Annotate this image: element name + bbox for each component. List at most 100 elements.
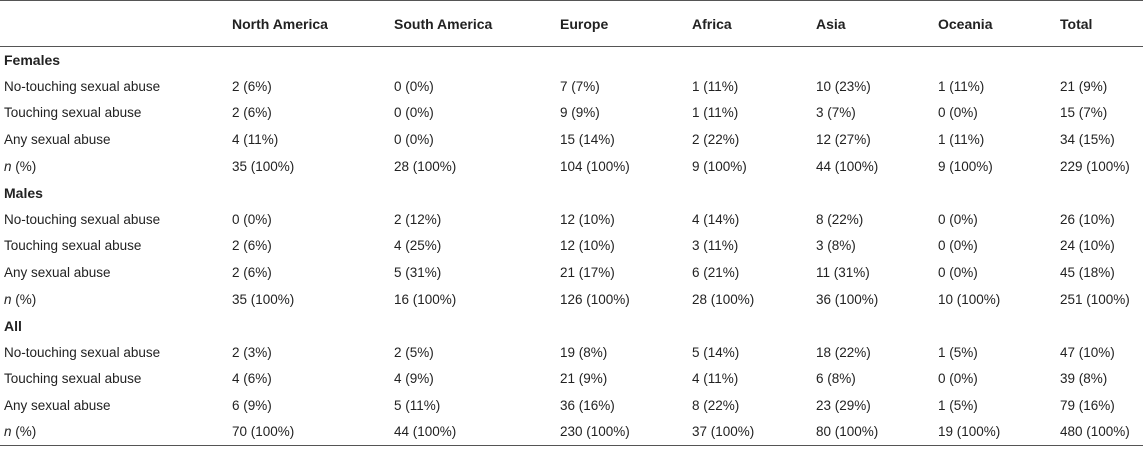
table-row: No-touching sexual abuse 2 (6%) 0 (0%) 7 (7… — [0, 73, 1143, 100]
table-row: Touching sexual abuse 2 (6%) 4 (25%) 12 (10… — [0, 233, 1143, 260]
table-cell: 12 (10%) — [560, 211, 615, 227]
table-cell: 0 (0%) — [394, 78, 434, 94]
header-total: Total — [1060, 0, 1143, 47]
table-header: North America South America Europe Afric… — [0, 0, 1143, 47]
table-cell: 11 (31%) — [816, 265, 870, 281]
table-cell: 10 (100%) — [938, 291, 1001, 307]
n-label: n — [4, 291, 12, 307]
table-cell: 2 (5%) — [394, 344, 434, 360]
row-label: Touching sexual abuse — [0, 233, 232, 260]
table-cell: 10 (23%) — [816, 78, 871, 94]
table-cell: 4 (6%) — [232, 371, 272, 387]
header-cell-blank — [0, 0, 232, 47]
table-cell: 34 (15%) — [1060, 132, 1115, 148]
table-cell: 4 (11%) — [692, 371, 739, 387]
group-row: Males — [0, 179, 1143, 206]
table-cell: 44 (100%) — [394, 418, 560, 446]
table-cell: 5 (31%) — [394, 265, 442, 281]
table-cell: 8 (22%) — [692, 398, 740, 414]
table-row: n (%) 70 (100%) 44 (100%) 230 (100%) 37 (100… — [0, 418, 1143, 446]
table-cell: 0 (0%) — [938, 238, 978, 254]
row-label: Any sexual abuse — [0, 259, 232, 286]
table-cell: 4 (25%) — [394, 238, 442, 254]
table-cell: 2 (3%) — [232, 344, 272, 360]
table-cell: 0 (0%) — [232, 211, 272, 227]
table-cell: 44 (100%) — [816, 158, 879, 174]
table-cell: 16 (100%) — [394, 291, 457, 307]
row-label: n (%) — [0, 153, 232, 180]
table-cell: 28 (100%) — [692, 291, 755, 307]
table-row: n (%) 35 (100%) 28 (100%) 104 (100%) 9 (100%… — [0, 153, 1143, 180]
table-cell: 0 (0%) — [938, 265, 978, 281]
row-label-text: (%) — [11, 158, 37, 174]
table-cell: 45 (18%) — [1060, 265, 1115, 281]
table-cell: 19 (100%) — [938, 418, 1060, 446]
table-cell: 0 (0%) — [938, 211, 978, 227]
row-label: Any sexual abuse — [0, 126, 232, 153]
table-cell: 24 (10%) — [1060, 238, 1115, 254]
row-label-text: No-touching sexual abuse — [4, 344, 161, 360]
table-row: Touching sexual abuse 4 (6%) 4 (9%) 21 (9%)… — [0, 366, 1143, 393]
table-cell: 0 (0%) — [394, 105, 434, 121]
table-row: Any sexual abuse 2 (6%) 5 (31%) 21 (17%) 6 (… — [0, 259, 1143, 286]
table-cell: 36 (16%) — [560, 398, 615, 414]
table-body: Females No-touching sexual abuse 2 (6%) 0 (… — [0, 47, 1143, 446]
row-label: Touching sexual abuse — [0, 366, 232, 393]
table-cell: 3 (8%) — [816, 238, 856, 254]
table-cell: 35 (100%) — [232, 291, 295, 307]
table-row: No-touching sexual abuse 2 (3%) 2 (5%) 19 (… — [0, 339, 1143, 366]
table-cell: 28 (100%) — [394, 158, 457, 174]
table-cell: 6 (21%) — [692, 265, 740, 281]
table-cell: 2 (6%) — [232, 265, 272, 281]
header-row: North America South America Europe Afric… — [0, 0, 1143, 47]
table-cell: 35 (100%) — [232, 158, 295, 174]
row-label-text: (%) — [11, 424, 37, 440]
group-row: Females — [0, 47, 1143, 74]
row-label: No-touching sexual abuse — [0, 339, 232, 366]
sexual-abuse-by-region-table: North America South America Europe Afric… — [0, 0, 1143, 446]
header-europe: Europe — [560, 0, 692, 47]
table-row: Any sexual abuse 6 (9%) 5 (11%) 36 (16%) 8 (… — [0, 392, 1143, 419]
table-cell: 23 (29%) — [816, 398, 871, 414]
table-cell: 230 (100%) — [560, 418, 692, 446]
row-label-text: (%) — [11, 291, 37, 307]
table-cell: 4 (9%) — [394, 371, 434, 387]
header-north-america: North America — [232, 0, 394, 47]
table-cell: 1 (5%) — [938, 344, 978, 360]
row-label: Touching sexual abuse — [0, 100, 232, 127]
table-cell: 2 (6%) — [232, 78, 272, 94]
header-asia: Asia — [816, 0, 938, 47]
table-cell: 7 (7%) — [560, 78, 600, 94]
row-label: No-touching sexual abuse — [0, 206, 232, 233]
row-label-text: Touching sexual abuse — [4, 105, 142, 121]
table-cell: 15 (7%) — [1060, 105, 1108, 121]
row-label: No-touching sexual abuse — [0, 73, 232, 100]
header-africa: Africa — [692, 0, 816, 47]
table-cell: 18 (22%) — [816, 344, 871, 360]
table-cell: 3 (7%) — [816, 105, 856, 121]
table-cell: 70 (100%) — [232, 418, 394, 446]
table-cell: 36 (100%) — [816, 291, 879, 307]
table-cell: 251 (100%) — [1060, 291, 1130, 307]
table-cell: 12 (10%) — [560, 238, 615, 254]
table-cell: 80 (100%) — [816, 418, 938, 446]
table-cell: 1 (11%) — [938, 132, 985, 148]
table-cell: 1 (5%) — [938, 398, 978, 414]
row-label: Any sexual abuse — [0, 392, 232, 419]
table-cell: 1 (11%) — [692, 78, 739, 94]
table-row: n (%) 35 (100%) 16 (100%) 126 (100%) 28 (100… — [0, 286, 1143, 313]
table-cell: 126 (100%) — [560, 291, 630, 307]
group-row: All — [0, 312, 1143, 339]
table-cell: 37 (100%) — [692, 418, 816, 446]
table-cell: 9 (100%) — [938, 158, 993, 174]
row-label-text: Any sexual abuse — [4, 265, 111, 281]
table-cell: 0 (0%) — [938, 105, 978, 121]
table-cell: 5 (14%) — [692, 344, 740, 360]
table-cell: 12 (27%) — [816, 132, 871, 148]
table-cell: 6 (9%) — [232, 398, 272, 414]
table-cell: 21 (9%) — [560, 371, 608, 387]
table-cell: 1 (11%) — [938, 78, 985, 94]
group-label: All — [4, 317, 22, 334]
table-row: No-touching sexual abuse 0 (0%) 2 (12%) 12 … — [0, 206, 1143, 233]
